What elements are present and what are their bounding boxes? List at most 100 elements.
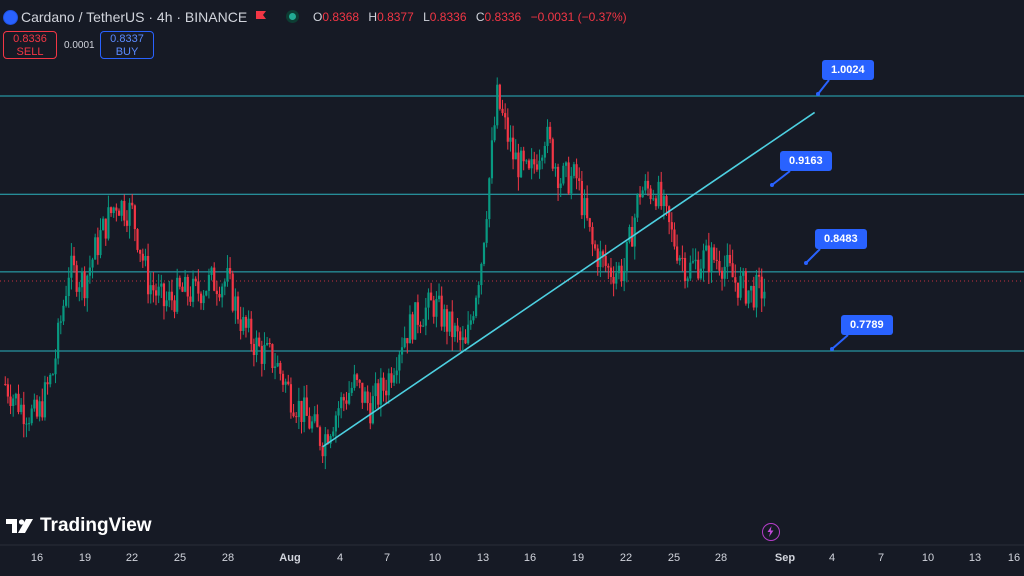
candle	[162, 282, 166, 320]
candle	[239, 306, 242, 340]
candle	[86, 274, 89, 312]
candle	[628, 224, 631, 244]
candle	[284, 378, 287, 393]
flag-icon[interactable]	[255, 10, 267, 22]
candle	[715, 247, 718, 270]
candle	[757, 267, 761, 289]
x-tick-label: 22	[125, 552, 139, 564]
candle	[207, 268, 211, 299]
candle	[657, 175, 660, 209]
price-label-1[interactable]: 1.0024	[822, 60, 874, 80]
buy-price: 0.8337	[110, 33, 144, 45]
candle	[530, 148, 533, 180]
low-label: L	[423, 10, 430, 24]
candle	[35, 395, 39, 419]
candle	[493, 116, 496, 143]
sell-button[interactable]: 0.8336 SELL	[3, 31, 57, 59]
candle	[760, 268, 763, 313]
candle	[199, 291, 203, 310]
candle	[578, 167, 581, 191]
candle	[27, 417, 31, 432]
cardano-logo-icon	[4, 11, 17, 24]
candle	[292, 404, 295, 418]
x-tick-label: 7	[877, 552, 885, 564]
candle	[480, 262, 483, 295]
candle	[112, 206, 115, 218]
candle	[54, 349, 57, 384]
candle	[752, 276, 755, 311]
candle	[59, 315, 62, 335]
candle	[644, 174, 647, 194]
price-label-2[interactable]: 0.9163	[780, 151, 832, 171]
candle	[99, 218, 102, 259]
candle	[271, 343, 274, 373]
candle	[157, 274, 160, 304]
price-label-3[interactable]: 0.8483	[815, 229, 867, 249]
buy-button[interactable]: 0.8337 BUY	[100, 31, 154, 59]
candle	[498, 83, 501, 111]
chart-header: Cardano / TetherUS · 4h · BINANCE O0.836…	[0, 0, 1024, 32]
candle	[337, 401, 340, 428]
tradingview-brand[interactable]: TradingView	[6, 515, 152, 537]
close-label: C	[475, 10, 485, 24]
candle	[755, 269, 758, 318]
candle	[221, 283, 224, 308]
candle	[686, 276, 689, 288]
price-label-4[interactable]: 0.7789	[841, 315, 893, 335]
x-tick-label: 10	[921, 552, 935, 564]
candle	[443, 304, 446, 332]
candle	[551, 137, 554, 172]
market-status-icon[interactable]	[286, 10, 299, 23]
candle	[601, 249, 605, 268]
candle	[514, 139, 517, 160]
candle	[117, 208, 121, 216]
candle	[287, 374, 290, 386]
candle	[332, 426, 335, 438]
candle	[736, 282, 740, 306]
candle	[744, 268, 747, 306]
candle	[374, 372, 377, 409]
trendline[interactable]	[322, 111, 816, 448]
x-tick-label: 22	[619, 552, 633, 564]
x-tick-label: 13	[476, 552, 490, 564]
candle	[6, 378, 10, 404]
x-tick-label: 7	[383, 552, 391, 564]
candle	[324, 426, 327, 470]
candle	[437, 283, 441, 303]
candle	[355, 372, 359, 387]
candle	[469, 314, 472, 330]
candle	[392, 368, 396, 387]
candle	[300, 400, 303, 434]
candle	[88, 255, 91, 284]
candle	[189, 286, 192, 307]
candle	[422, 318, 425, 328]
candle	[318, 425, 322, 451]
candle	[432, 295, 435, 324]
candle	[289, 377, 293, 419]
candle	[141, 248, 144, 268]
candle	[139, 249, 142, 262]
x-tick-label: 4	[828, 552, 836, 564]
x-tick-label: 19	[571, 552, 585, 564]
symbol-title[interactable]: Cardano / TetherUS · 4h · BINANCE	[21, 9, 248, 25]
candle	[681, 245, 684, 272]
candle	[17, 384, 20, 415]
candle	[133, 204, 136, 242]
label-anchor	[804, 261, 808, 265]
candle	[176, 268, 179, 314]
candle	[609, 257, 613, 285]
candle	[107, 195, 110, 241]
candle	[382, 372, 385, 402]
candle	[424, 297, 427, 336]
candle	[631, 216, 634, 247]
lightning-icon[interactable]	[762, 523, 780, 541]
candle	[136, 228, 139, 253]
sell-price: 0.8336	[13, 33, 47, 45]
candle	[72, 246, 76, 273]
candle	[342, 393, 345, 412]
x-tick-label: 10	[428, 552, 442, 564]
candle	[12, 394, 15, 417]
candle	[705, 239, 708, 252]
candle	[527, 158, 531, 170]
